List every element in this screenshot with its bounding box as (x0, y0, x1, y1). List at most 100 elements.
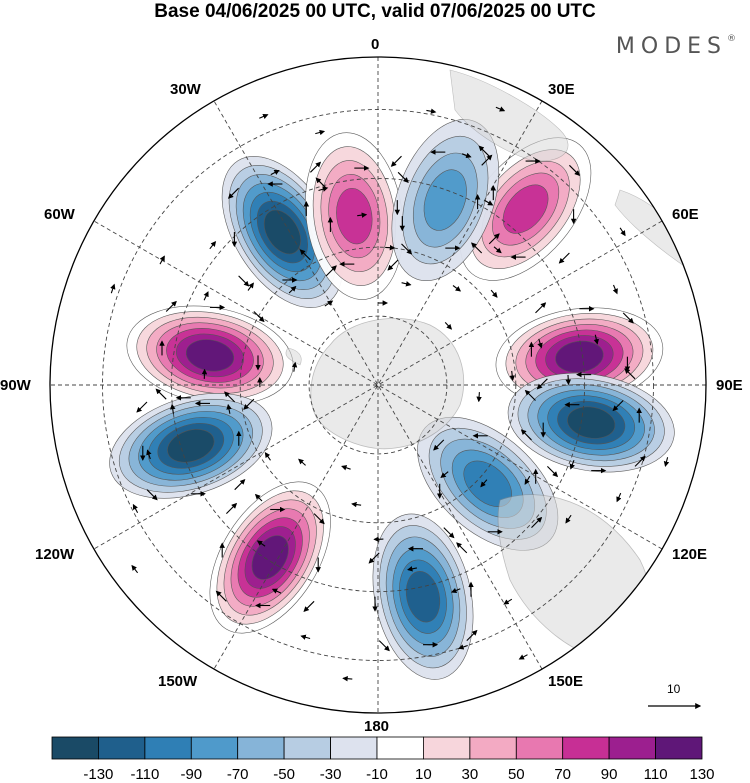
colorbar-tick-label: 90 (601, 766, 618, 783)
colorbar-tick-label: -30 (320, 766, 342, 783)
anomaly-layer (109, 119, 675, 680)
modes-logo: MODES® (615, 34, 736, 59)
colorbar-tick-label: -50 (273, 766, 295, 783)
wind-vector (593, 334, 600, 345)
wind-vector (443, 527, 455, 539)
wind-vector (565, 514, 572, 524)
negative-anomaly-6 (372, 513, 474, 680)
colorbar-cell (237, 736, 285, 760)
colorbar-tick-label: 50 (508, 766, 525, 783)
wind-vector (155, 388, 167, 400)
wind-vector (612, 400, 624, 412)
negative-anomaly-4 (507, 372, 675, 473)
wind-vector (471, 242, 483, 254)
colorbar-cell (422, 736, 471, 760)
wind-vector (481, 154, 493, 166)
wind-vector (493, 246, 502, 254)
wind-vector (634, 455, 646, 467)
wind-vector (209, 240, 217, 250)
wind-vector (110, 283, 116, 294)
wind-vector (476, 392, 482, 403)
wind-vector (426, 108, 437, 114)
wind-vector (663, 457, 670, 467)
wind-vector (238, 275, 250, 287)
wind-vector (458, 644, 468, 650)
pole-marker: · (375, 380, 379, 392)
wind-vector (387, 259, 399, 271)
wind-vector (444, 322, 453, 330)
wind-vector (146, 489, 158, 501)
wind-vector (378, 640, 390, 652)
colorbar: -130 -110 -90 -70 -50 -30 -10 10 30 50 70 90 110 130 (51, 736, 715, 783)
wind-vector (298, 458, 306, 466)
colorbar-tick-label: 130 (689, 766, 714, 783)
wind-vector (291, 361, 298, 372)
positive-anomaly-7 (459, 137, 592, 281)
wind-vector (488, 233, 500, 245)
wind-vector (503, 598, 513, 605)
wind-vector (351, 501, 362, 508)
wind-vectors (110, 106, 670, 682)
lon-label-60w: 60W (44, 206, 75, 223)
colorbar-cell (469, 736, 517, 760)
wind-vector (159, 255, 165, 265)
wind-vector (243, 398, 255, 410)
colorbar-tick-label: -130 (83, 766, 113, 783)
wind-vector (324, 300, 334, 307)
wind-vector (300, 634, 311, 640)
wind-vector (136, 401, 148, 413)
negative-anomaly-1 (109, 392, 273, 499)
wind-vector (495, 106, 506, 112)
wind-vector (270, 169, 280, 176)
wind-vector (612, 284, 618, 295)
lon-label-180: 180 (364, 718, 390, 735)
wind-vector (558, 252, 570, 264)
wind-vector (226, 502, 238, 514)
colorbar-cell (655, 736, 703, 760)
wind-vector (616, 492, 622, 503)
wind-vector (518, 654, 528, 660)
colorbar-tick-label: 30 (462, 766, 479, 783)
wind-vector (401, 243, 413, 255)
lon-label-60e: 60E (672, 206, 699, 223)
wind-vector (480, 479, 488, 488)
wind-vector (313, 513, 325, 525)
colorbar-cell (608, 736, 656, 760)
wind-vector (536, 378, 548, 390)
colorbar-cell (330, 736, 378, 760)
wind-vector (433, 439, 445, 451)
wind-vector (368, 552, 380, 564)
colorbar-cell (190, 736, 239, 760)
wind-vector (490, 289, 498, 298)
map-boundary (49, 56, 707, 714)
wind-vector (271, 588, 282, 594)
wind-vector (299, 249, 311, 261)
wind-vector (520, 429, 532, 441)
wind-vector (509, 370, 515, 381)
wind-vector (253, 311, 265, 323)
reference-vector: 10 (648, 682, 702, 709)
wind-vector (452, 285, 462, 292)
colorbar-tick-label: -10 (366, 766, 388, 783)
wind-vector (466, 629, 478, 641)
colorbar-cell (376, 736, 424, 760)
wind-vector (310, 161, 322, 173)
wind-vector (341, 465, 351, 471)
colorbar-tick-label: -70 (227, 766, 249, 783)
positive-anomaly-8 (305, 132, 404, 300)
graticule (50, 57, 706, 713)
positive-anomaly-5 (209, 481, 331, 634)
wind-vector (254, 493, 263, 502)
wind-vector (318, 186, 329, 192)
wind-vector (622, 312, 634, 324)
wind-vector (288, 285, 297, 294)
colorbar-tick-label: -90 (180, 766, 202, 783)
wind-vector (450, 587, 461, 594)
wind-vector (547, 466, 559, 478)
wind-vector (624, 368, 636, 380)
wind-vector (247, 282, 254, 291)
wind-vector (132, 503, 139, 514)
wind-vector (165, 300, 177, 312)
wind-vector (397, 171, 409, 183)
wind-vector (537, 338, 543, 349)
